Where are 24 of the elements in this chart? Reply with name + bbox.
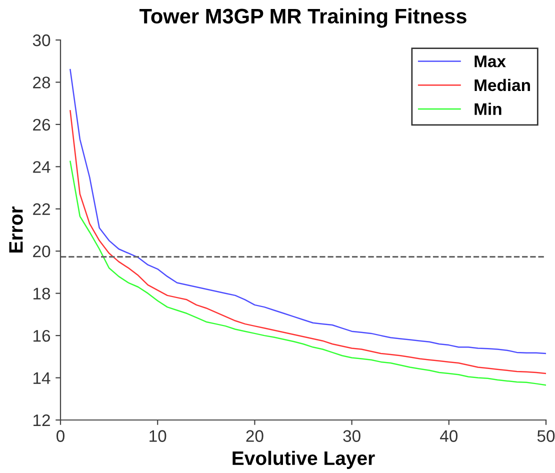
x-tick-label: 10	[150, 430, 166, 442]
y-tick-label: 14	[34, 372, 50, 384]
y-tick-label: 12	[34, 414, 50, 426]
x-tick-label: 50	[537, 430, 555, 442]
line-series	[70, 160, 546, 386]
y-tick-label: 16	[34, 330, 50, 342]
legend-label: Max	[474, 56, 506, 68]
legend-label: Min	[474, 102, 502, 115]
x-tick-label: 30	[343, 430, 360, 442]
x-tick-label: 40	[440, 430, 458, 442]
chart-title: Tower M3GP MR Training Fitness	[139, 8, 466, 28]
y-tick-label: 18	[34, 288, 50, 300]
y-tick-label: 26	[33, 118, 50, 131]
y-tick-label: 20	[33, 246, 50, 258]
legend-label: Median	[474, 78, 530, 92]
line-series	[70, 68, 546, 354]
x-tick-label: 0	[56, 430, 64, 442]
x-axis-title: Evolutive Layer	[232, 450, 375, 469]
y-tick-label: 22	[33, 203, 50, 215]
y-tick-label: 28	[33, 76, 50, 88]
x-tick-label: 20	[246, 430, 264, 442]
y-tick-label: 24	[33, 161, 50, 173]
y-axis-title: Error	[9, 206, 23, 252]
y-tick-label: 30	[32, 34, 50, 46]
